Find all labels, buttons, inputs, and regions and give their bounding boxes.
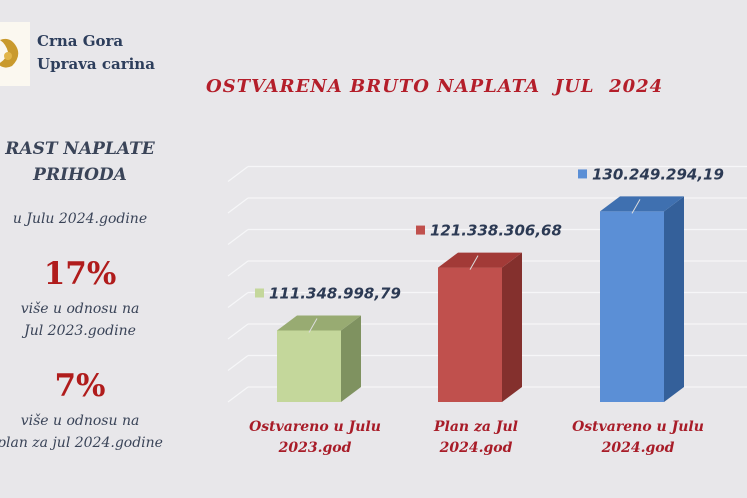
data-label: 121.338.306,68 (430, 222, 562, 240)
data-label: 130.249.294,19 (592, 165, 724, 183)
gridline-depth (227, 386, 249, 403)
heading-line1: RAST NAPLATE (5, 139, 155, 159)
logo (0, 22, 30, 86)
stat2-description: više u odnosu na plan za jul 2024.godine (0, 410, 200, 454)
bar-top (438, 252, 522, 268)
organization-name: Crna Gora Uprava carina (37, 30, 155, 76)
bar-side (341, 315, 361, 402)
bar-front (277, 330, 341, 402)
stat2-line1: više u odnosu na (20, 413, 140, 429)
data-label: 111.348.998,79 (269, 285, 401, 303)
category-label: Ostvareno u Julu (572, 419, 704, 435)
category-label: 2024.god (439, 440, 513, 456)
stat2-percent: 7% (54, 368, 106, 404)
stat1-line1: više u odnosu na (20, 301, 140, 317)
gridline-depth (227, 165, 249, 183)
bar-front (600, 211, 664, 402)
legend-key (416, 225, 425, 235)
heading-line2: PRIHODA (33, 165, 127, 185)
category-label: Ostvareno u Julu (249, 419, 381, 435)
org-line2: Uprava carina (37, 55, 155, 73)
chart-title: OSTVARENA BRUTO NAPLATA JUL 2024 (206, 76, 664, 97)
legend-key (578, 169, 587, 179)
bar-top (600, 196, 684, 212)
period-text: u Julu 2024.godine (12, 211, 148, 227)
leader-line (631, 199, 641, 214)
gridline-depth (227, 228, 249, 246)
bar-front (438, 267, 502, 402)
gridline-depth (227, 260, 249, 277)
gridline-depth (227, 354, 249, 372)
stat1-description: više u odnosu na Jul 2023.godine (0, 298, 200, 342)
category-label: Plan za Jul (433, 419, 518, 435)
stat1-line2: Jul 2023.godine (24, 323, 136, 339)
leader-line (308, 318, 318, 333)
gridline-depth (227, 291, 249, 309)
bar-top (277, 315, 361, 331)
leader-line (469, 255, 479, 270)
stat1-percent: 17% (43, 256, 117, 292)
gridline-depth (227, 323, 249, 340)
org-line1: Crna Gora (37, 32, 124, 50)
bar-side (502, 252, 522, 402)
gridline-depth (227, 197, 249, 214)
bar-side (664, 196, 684, 402)
legend-key (255, 288, 264, 298)
eagle-emblem-icon (0, 38, 19, 68)
category-label: 2024.god (601, 440, 675, 456)
stat2-line2: plan za jul 2024.godine (0, 435, 163, 451)
category-label: 2023.god (278, 440, 352, 456)
sidebar-heading: RAST NAPLATE PRIHODA (0, 136, 200, 188)
